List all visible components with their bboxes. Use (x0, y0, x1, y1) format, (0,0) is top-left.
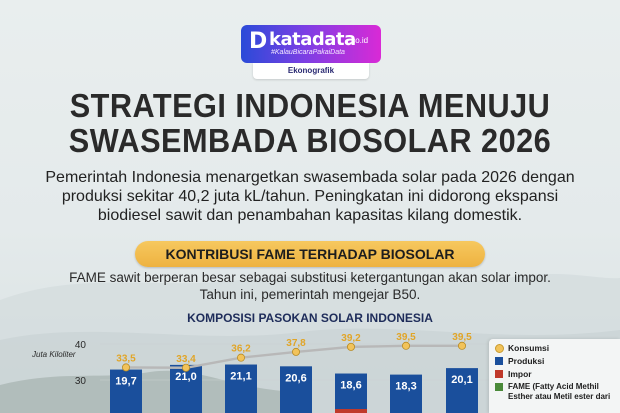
produksi-data-label: 20,1 (451, 374, 472, 386)
konsumsi-data-label: 39,5 (396, 332, 416, 343)
produksi-data-label: 21,0 (175, 371, 196, 383)
legend-swatch-fame (495, 383, 503, 391)
konsumsi-point (181, 363, 190, 372)
supply-composition-chart: 40 30 Juta Kiloliter 19,7 21,0 21,1 20,6 18,6 1… (31, 332, 489, 413)
section-description-line-2: Tahun ini, pemerintah mengejar B50. (199, 287, 421, 302)
konsumsi-data-label: 39,5 (452, 332, 472, 343)
title-line-2: SWASEMBADA BIOSOLAR 2026 (68, 122, 552, 159)
produksi-bar (110, 369, 142, 413)
produksi-data-label: 20,6 (285, 372, 306, 384)
legend-label-impor: Impor (508, 369, 532, 379)
section-heading-pill: KONTRIBUSI FAME TERHADAP BIOSOLAR (135, 241, 485, 267)
produksi-data-label: 18,3 (395, 381, 416, 393)
produksi-bar (390, 374, 422, 413)
produksi-data-label: 21,1 (230, 371, 251, 383)
title-line-1: STRATEGI INDONESIA MENUJU (69, 87, 551, 124)
lead-line-3: biodiesel sawit dan penambahan kapasitas… (97, 207, 523, 224)
konsumsi-data-label: 36,2 (231, 344, 251, 355)
y-axis-unit-label: Juta Kiloliter (31, 350, 76, 359)
logo-d-mark-icon: D (249, 29, 268, 54)
produksi-bar (170, 364, 202, 413)
legend-swatch-produksi (495, 357, 503, 365)
impor-bar (335, 409, 367, 413)
legend-label-fame: FAME (Fatty Acid Methil Esther atau Meti… (508, 382, 611, 401)
produksi-bar (335, 373, 367, 413)
konsumsi-data-label: 37,8 (286, 338, 306, 349)
produksi-bar (280, 366, 312, 413)
logo-domain: .co.id (349, 36, 369, 45)
legend-swatch-impor (495, 370, 503, 378)
produksi-bar (225, 364, 257, 413)
legend-label-produksi: Produksi (508, 356, 545, 366)
lead-line-1: Pemerintah Indonesia menargetkan swasemb… (45, 169, 575, 186)
logo-banner: D katadata .co.id #KalauBicaraPakaiData (241, 25, 381, 63)
page-title: STRATEGI INDONESIA MENUJU SWASEMBADA BIO… (22, 88, 599, 158)
katadata-logo[interactable]: D katadata .co.id #KalauBicaraPakaiData … (241, 25, 381, 79)
legend-swatch-konsumsi (495, 344, 504, 353)
chart-legend: Konsumsi Produksi Impor FAME (Fatty Acid… (489, 339, 620, 413)
legend-label-konsumsi: Konsumsi (508, 343, 550, 353)
lead-paragraph: Pemerintah Indonesia menargetkan swasemb… (20, 168, 600, 225)
konsumsi-point (236, 353, 245, 362)
konsumsi-data-label: 33,4 (176, 354, 196, 365)
section-description-line-1: FAME sawit berperan besar sebagai substi… (69, 270, 551, 285)
konsumsi-point (401, 341, 410, 350)
y-tick-label: 40 (75, 340, 87, 351)
konsumsi-data-label: 39,2 (341, 333, 361, 344)
produksi-data-label: 18,6 (340, 380, 361, 392)
produksi-data-label: 19,7 (115, 376, 136, 388)
konsumsi-data-label: 33,5 (116, 353, 136, 364)
konsumsi-point (457, 341, 466, 350)
section-description: FAME sawit berperan besar sebagai substi… (20, 269, 600, 303)
logo-section-label: Ekonografik (253, 63, 369, 79)
konsumsi-point (346, 342, 355, 351)
konsumsi-point (291, 347, 300, 356)
chart-title: KOMPOSISI PASOKAN SOLAR INDONESIA (187, 311, 433, 325)
produksi-bar (446, 368, 478, 413)
logo-tagline: #KalauBicaraPakaiData (271, 49, 345, 56)
konsumsi-point (122, 363, 131, 372)
lead-line-2: produksi sekitar 40,2 juta kL/tahun. Pen… (61, 188, 559, 205)
y-tick-label: 30 (75, 376, 87, 387)
logo-brand-name: katadata (269, 29, 356, 50)
